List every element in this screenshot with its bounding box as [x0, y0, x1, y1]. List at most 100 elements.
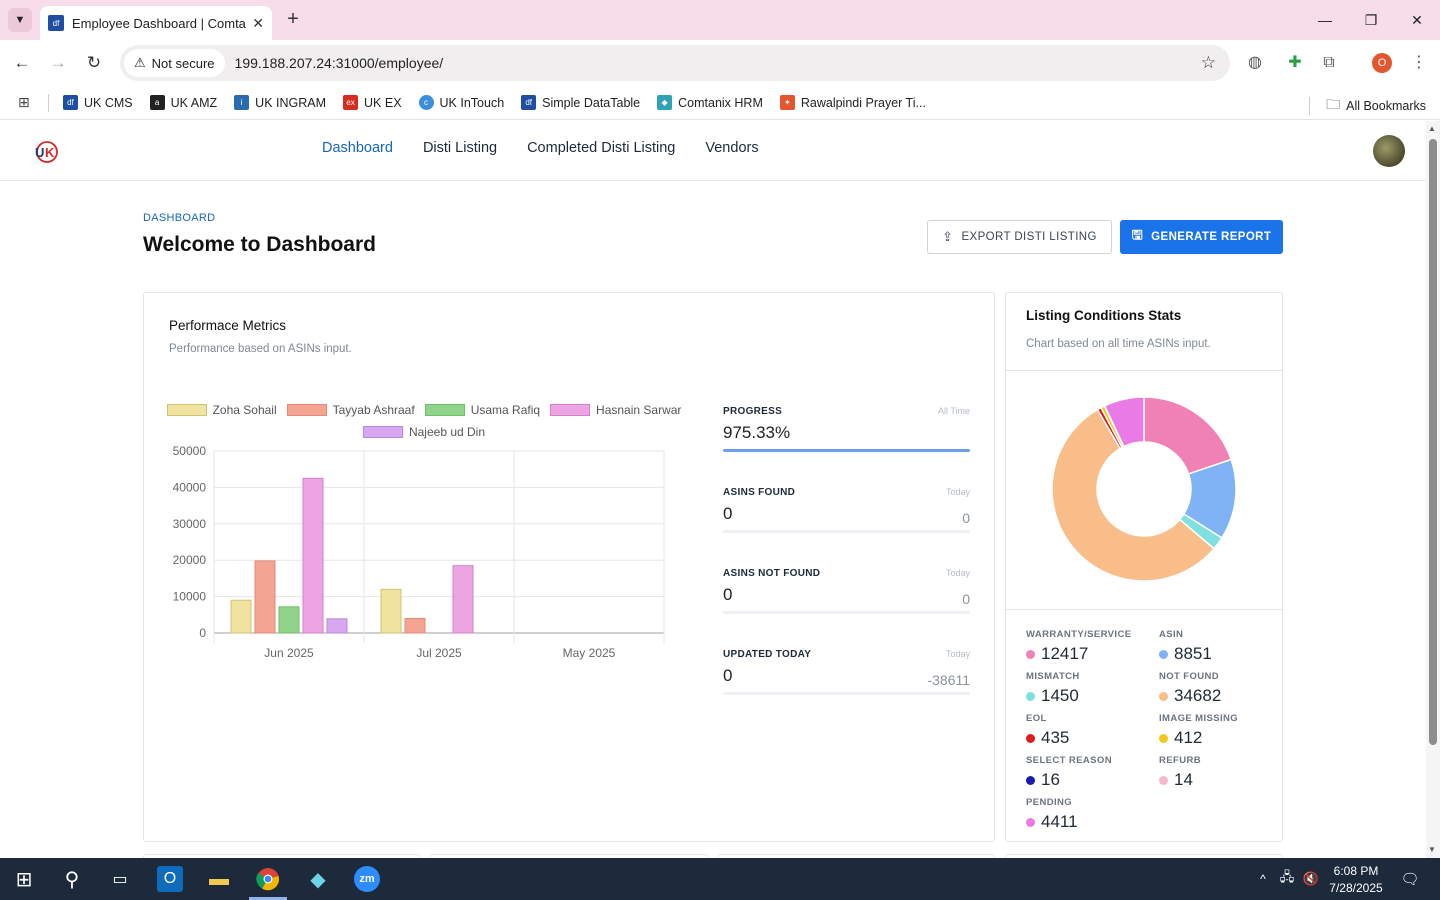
hrm-app-icon[interactable]: ◆: [310, 868, 326, 891]
generate-label: GENERATE REPORT: [1151, 231, 1272, 243]
performance-title: Performace Metrics: [169, 318, 287, 333]
search-icon[interactable]: ⚲: [64, 868, 80, 891]
metric-delta: 0: [962, 591, 970, 607]
notifications-icon[interactable]: 🗨: [1400, 871, 1420, 888]
bar[interactable]: [278, 606, 300, 634]
legend-label: Tayyab Ashraaf: [332, 403, 415, 417]
stat-label: SELECT REASON: [1026, 755, 1112, 766]
system-clock[interactable]: 6:08 PM 7/28/2025: [1326, 863, 1386, 897]
bar[interactable]: [404, 617, 426, 634]
bookmark-simple-datatable[interactable]: df Simple DataTable: [521, 95, 640, 110]
profile-avatar-icon[interactable]: O: [1372, 53, 1392, 73]
user-avatar[interactable]: [1373, 135, 1405, 167]
tab-search-chevron-icon[interactable]: ▼: [8, 8, 32, 32]
omnibox[interactable]: ⚠ Not secure 199.188.207.24:31000/employ…: [120, 45, 1230, 81]
tray-chevron-icon[interactable]: ^: [1260, 872, 1266, 886]
legend-swatch: [362, 426, 403, 438]
performance-bar-chart: 0 10000 20000 30000 40000 50000 Jun 2025 Jul 20…: [173, 444, 665, 660]
metric-value: 0: [723, 504, 733, 523]
stat-value-row: 435: [1026, 728, 1146, 748]
legend-item[interactable]: Tayyab Ashraaf: [286, 403, 415, 417]
stat-eol: EOL 435: [1026, 713, 1146, 748]
bookmark-uk-cms[interactable]: df UK CMS: [63, 95, 133, 110]
stat-value: 16: [1041, 770, 1060, 789]
stat-color-dot: [1026, 817, 1035, 827]
metric-progress: PROGRESS All Time 975.33%: [723, 406, 970, 452]
bookmark-comtanix-hrm[interactable]: ◆ Comtanix HRM: [657, 95, 763, 110]
generate-report-button[interactable]: 🖫 GENERATE REPORT: [1120, 220, 1283, 254]
forward-arrow-icon[interactable]: →: [49, 53, 67, 72]
legend-row: Zoha Sohail Tayyab Ashraaf Usama Rafiq Hasn…: [144, 403, 704, 417]
listing-conditions-card: Listing Conditions Stats Chart based on …: [1005, 292, 1283, 842]
metric-label: ASINS FOUND: [723, 487, 796, 498]
y-tick-label: 50000: [173, 444, 207, 458]
nav-disti-listing[interactable]: Disti Listing: [422, 140, 498, 156]
bar[interactable]: [380, 588, 402, 634]
browser-menu-icon[interactable]: ⋮: [1411, 54, 1427, 71]
window-close-icon[interactable]: ✕: [1411, 12, 1423, 28]
bar[interactable]: [254, 560, 276, 634]
network-icon[interactable]: 🖧: [1279, 869, 1295, 884]
scrollbar-thumb[interactable]: [1429, 139, 1437, 745]
chrome-icon[interactable]: [255, 866, 281, 892]
export-disti-listing-button[interactable]: ⇪ EXPORT DISTI LISTING: [927, 220, 1112, 254]
bar[interactable]: [326, 618, 348, 634]
windows-start-icon[interactable]: ⊞: [15, 868, 33, 891]
stat-image-missing: IMAGE MISSING 412: [1159, 713, 1279, 748]
apps-grid-icon[interactable]: ⊞: [18, 94, 30, 110]
minimize-icon[interactable]: —: [1318, 12, 1332, 28]
bookmark-uk-amz[interactable]: a UK AMZ: [149, 95, 217, 110]
bar[interactable]: [230, 599, 252, 634]
extensions-puzzle-icon[interactable]: ⧉: [1323, 54, 1335, 71]
task-view-icon[interactable]: ▭: [112, 871, 128, 888]
bookmark-uk-ex[interactable]: ex UK EX: [343, 95, 402, 110]
donut-slice[interactable]: [1051, 408, 1216, 582]
bookmark-star-icon[interactable]: ☆: [1200, 53, 1216, 72]
legend-item[interactable]: Najeeb ud Din: [362, 425, 485, 439]
restore-icon[interactable]: ❐: [1364, 12, 1378, 28]
translate-globe-icon[interactable]: ◍: [1248, 54, 1262, 71]
stat-value: 34682: [1174, 686, 1222, 705]
bookmark-uk-ingram[interactable]: i UK INGRAM: [234, 95, 326, 110]
stats-title: Listing Conditions Stats: [1026, 308, 1182, 323]
nav-completed-disti-listing[interactable]: Completed Disti Listing: [527, 140, 676, 156]
metric-value: 0: [723, 666, 733, 685]
company-logo-icon[interactable]: U K: [33, 139, 59, 165]
scroll-up-arrow-icon[interactable]: ▲: [1428, 124, 1436, 133]
stat-value-row: 12417: [1026, 644, 1146, 664]
bar[interactable]: [452, 565, 474, 634]
volume-muted-icon[interactable]: 🔇: [1302, 871, 1320, 886]
stat-color-dot: [1159, 733, 1168, 743]
donut-slice[interactable]: [1103, 396, 1145, 448]
page-scrollbar[interactable]: ▲ ▼: [1426, 121, 1440, 858]
x-tick-label: May 2025: [563, 646, 616, 660]
nav-dashboard[interactable]: Dashboard: [322, 140, 393, 156]
extension-plus-icon[interactable]: ✚: [1288, 54, 1302, 71]
legend-swatch: [550, 404, 591, 416]
bookmark-uk-intouch[interactable]: c UK InTouch: [418, 95, 504, 110]
site-security-chip[interactable]: ⚠ Not secure: [124, 49, 225, 77]
legend-item[interactable]: Usama Rafiq: [424, 403, 540, 417]
bookmark-favicon-icon: df: [63, 95, 78, 110]
metric-updated-today: UPDATED TODAY Today 0 -38611: [723, 649, 970, 695]
all-bookmarks-button[interactable]: 🗀 All Bookmarks: [1295, 94, 1426, 118]
file-explorer-icon[interactable]: ▬: [209, 867, 229, 890]
legend-item[interactable]: Hasnain Sarwar: [550, 403, 681, 417]
legend-item[interactable]: Zoha Sohail: [166, 403, 277, 417]
outlook-icon[interactable]: O: [157, 866, 183, 892]
scroll-down-arrow-icon[interactable]: ▼: [1428, 845, 1436, 854]
security-label: Not secure: [151, 55, 215, 71]
donut-slice[interactable]: [1143, 396, 1233, 475]
bookmark-label: Comtanix HRM: [678, 95, 763, 110]
tab-close-icon[interactable]: ✕: [252, 14, 264, 31]
new-tab-button[interactable]: +: [287, 8, 299, 30]
reload-icon[interactable]: ↻: [86, 53, 102, 72]
bookmark-rawalpindi-prayer[interactable]: ✦ Rawalpindi Prayer Ti...: [779, 95, 926, 110]
browser-tab-active[interactable]: df Employee Dashboard | Comtanix ✕: [40, 6, 272, 40]
bar[interactable]: [302, 477, 324, 634]
back-arrow-icon[interactable]: ←: [13, 53, 31, 72]
url-text[interactable]: 199.188.207.24:31000/employee/: [234, 55, 444, 71]
bottom-card-4: [1005, 854, 1283, 858]
nav-vendors[interactable]: Vendors: [705, 140, 759, 156]
zoom-icon[interactable]: zm: [354, 866, 380, 892]
